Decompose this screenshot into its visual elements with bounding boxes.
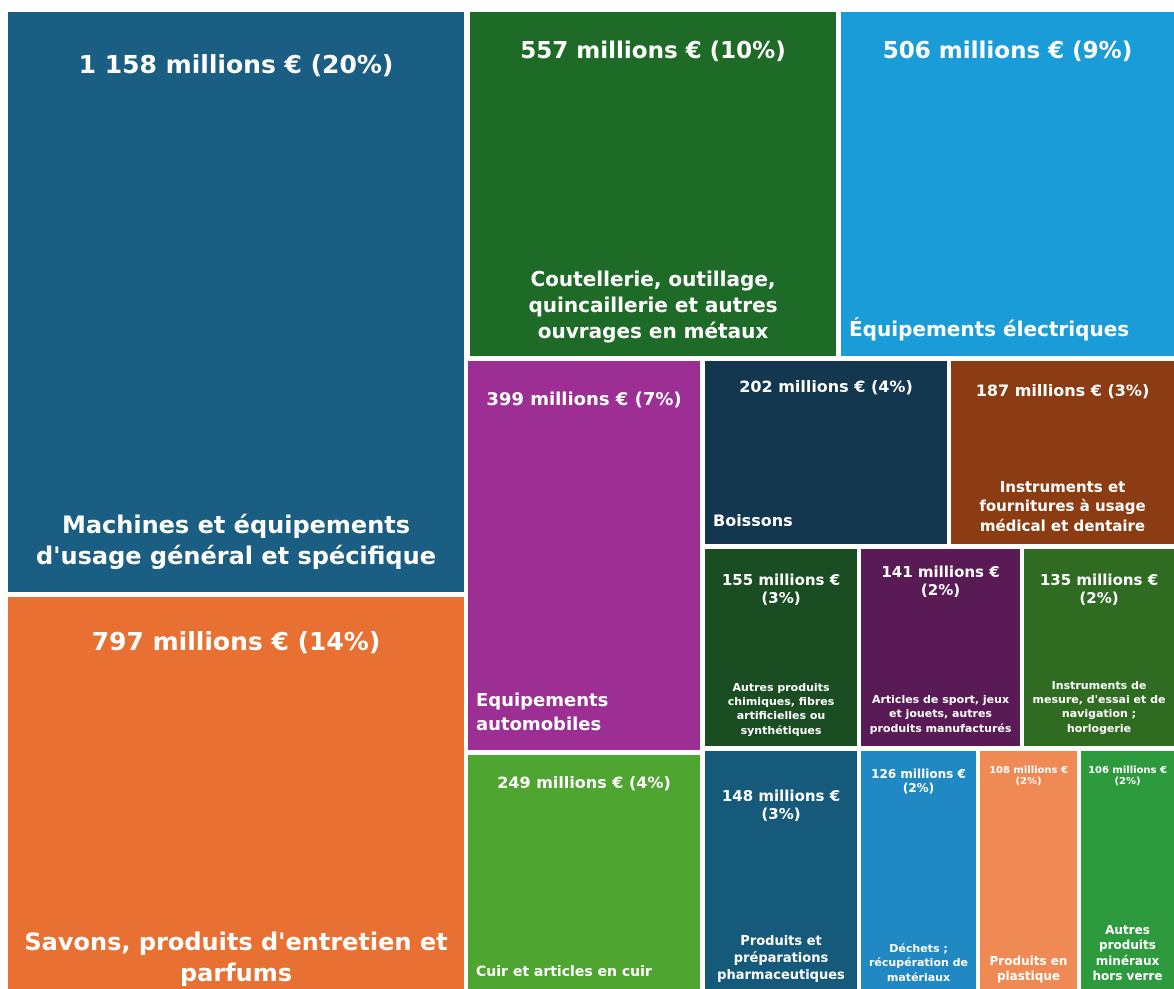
category-label: Autres produits chimiques, fibres artifi… bbox=[727, 680, 835, 737]
category-label: Instruments et fournitures à usage médic… bbox=[979, 477, 1146, 535]
value-label: 148 millions € (3%) bbox=[721, 787, 841, 823]
value-label: 155 millions € (3%) bbox=[721, 571, 841, 607]
value-label: 187 millions € (3%) bbox=[975, 381, 1150, 400]
tile: 126 millions € (2%) Déchets ; récupératio… bbox=[861, 751, 976, 989]
category-label: Équipements électriques bbox=[849, 317, 1130, 341]
value-label: 249 millions € (4%) bbox=[497, 773, 671, 792]
tile: 399 millions € (7%) Equipements automobil… bbox=[468, 361, 700, 750]
tile: 135 millions € (2%) Instruments de mesure… bbox=[1024, 549, 1174, 746]
category-label: Articles de sport, jeux et jouets, autre… bbox=[869, 693, 1012, 735]
value-label: 797 millions € (14%) bbox=[91, 627, 381, 656]
category-label: Instruments de mesure, d'essai et de nav… bbox=[1032, 678, 1166, 735]
category-label: Produits en plastique bbox=[989, 953, 1068, 984]
category-label: Produits et préparations pharmaceutiques bbox=[717, 934, 845, 984]
category-label: Machines et équipements d'usage général … bbox=[36, 510, 436, 570]
value-label: 1 158 millions € (20%) bbox=[78, 50, 394, 79]
value-label: 506 millions € (9%) bbox=[882, 38, 1133, 64]
tile: 187 millions € (3%) Instruments et fourni… bbox=[951, 361, 1174, 544]
value-label: 399 millions € (7%) bbox=[486, 389, 682, 410]
value-label: 108 millions € (2%) bbox=[989, 765, 1068, 787]
tile: 141 millions € (2%) Articles de sport, je… bbox=[861, 549, 1020, 746]
tile: 106 millions € (2%) Autres produits minér… bbox=[1081, 751, 1174, 989]
category-label: Boissons bbox=[713, 511, 793, 531]
tile: 108 millions € (2%) Produits en plastique bbox=[980, 751, 1077, 989]
value-label: 202 millions € (4%) bbox=[739, 377, 913, 396]
tile: 797 millions € (14%) Savons, produits d'e… bbox=[8, 597, 464, 989]
category-label: Coutellerie, outillage, quincaillerie et… bbox=[528, 267, 778, 343]
value-label: 106 millions € (2%) bbox=[1088, 765, 1167, 787]
tile: 202 millions € (4%) Boissons bbox=[705, 361, 947, 544]
tile: 557 millions € (10%) Coutellerie, outilla… bbox=[470, 12, 836, 356]
tile: 506 millions € (9%) Équipements électriqu… bbox=[841, 12, 1174, 356]
category-label: Autres produits minéraux hors verre bbox=[1092, 922, 1163, 984]
value-label: 557 millions € (10%) bbox=[520, 38, 786, 64]
tile: 249 millions € (4%) Cuir et articles en c… bbox=[468, 755, 700, 989]
tile: 148 millions € (3%) Produits et préparati… bbox=[705, 751, 857, 989]
tile: 1 158 millions € (20%) Machines et équipe… bbox=[8, 12, 464, 592]
category-label: Savons, produits d'entretien et parfums bbox=[24, 927, 448, 987]
category-label: Déchets ; récupération de matériaux bbox=[869, 942, 968, 984]
value-label: 135 millions € (2%) bbox=[1039, 571, 1159, 607]
tile: 155 millions € (3%) Autres produits chimi… bbox=[705, 549, 857, 746]
value-label: 141 millions € (2%) bbox=[881, 563, 1000, 599]
value-label: 126 millions € (2%) bbox=[871, 767, 966, 795]
category-label: Equipements automobiles bbox=[476, 690, 609, 735]
category-label: Cuir et articles en cuir bbox=[476, 963, 652, 980]
